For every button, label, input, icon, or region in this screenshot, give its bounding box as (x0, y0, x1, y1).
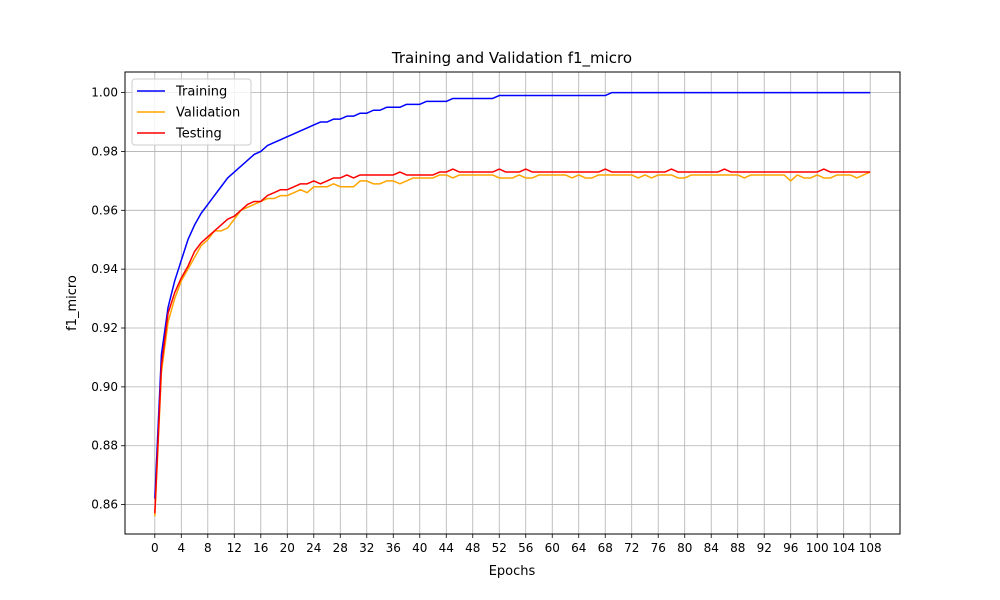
y-tick-label: 0.86 (91, 498, 118, 512)
y-tick-label: 0.94 (91, 262, 118, 276)
y-tick-label: 0.98 (91, 144, 118, 158)
legend-label-validation: Validation (176, 106, 240, 121)
y-tick-label: 1.00 (91, 86, 118, 100)
x-tick-label: 12 (227, 541, 242, 555)
x-tick-label: 108 (859, 541, 882, 555)
y-tick-label: 0.92 (91, 321, 118, 335)
x-tick-label: 100 (806, 541, 829, 555)
x-tick-label: 28 (333, 541, 348, 555)
x-tick-label: 104 (832, 541, 855, 555)
y-tick-label: 0.90 (91, 380, 118, 394)
x-tick-label: 8 (204, 541, 212, 555)
legend-label-training: Training (175, 85, 227, 100)
x-tick-label: 96 (783, 541, 798, 555)
x-tick-label: 36 (386, 541, 401, 555)
plot-frame (124, 71, 901, 535)
x-tick-label: 4 (177, 541, 185, 555)
series-line-training (154, 91, 871, 499)
x-tick-label: 32 (359, 541, 374, 555)
x-tick-label: 48 (465, 541, 480, 555)
y-tick-label: 0.96 (91, 203, 118, 217)
x-axis-label: Epochs (489, 564, 536, 579)
x-tick-label: 72 (624, 541, 639, 555)
x-tick-label: 76 (651, 541, 666, 555)
x-tick-label: 0 (151, 541, 159, 555)
x-tick-label: 60 (545, 541, 560, 555)
x-tick-label: 16 (253, 541, 268, 555)
x-tick-label: 52 (492, 541, 507, 555)
y-tick-label: 0.88 (91, 439, 118, 453)
x-tick-label: 68 (598, 541, 613, 555)
x-tick-label: 88 (730, 541, 745, 555)
x-tick-label: 92 (757, 541, 772, 555)
x-tick-label: 80 (677, 541, 692, 555)
x-tick-label: 64 (571, 541, 586, 555)
series-line-validation (154, 171, 871, 517)
legend-box (131, 78, 252, 146)
x-tick-label: 40 (412, 541, 427, 555)
x-tick-label: 56 (518, 541, 533, 555)
x-tick-label: 44 (439, 541, 454, 555)
y-axis-ticks: 0.86 0.88 0.90 0.92 0.94 0.96 0.98 1.00 (91, 86, 125, 512)
x-tick-label: 24 (306, 541, 321, 555)
series-lines (154, 91, 871, 517)
legend-label-testing: Testing (175, 127, 222, 142)
x-axis-ticks: 0 4 8 12 16 20 24 28 32 36 40 44 48 52 56 60 64 68 72 76 80 8… (151, 534, 882, 555)
legend: Training Validation Testing (131, 78, 252, 146)
x-tick-label: 84 (704, 541, 719, 555)
y-axis-label: f1_micro (65, 275, 80, 331)
series-line-testing (154, 168, 871, 514)
chart-title: Training and Validation f1_micro (391, 49, 632, 68)
x-tick-label: 20 (280, 541, 295, 555)
